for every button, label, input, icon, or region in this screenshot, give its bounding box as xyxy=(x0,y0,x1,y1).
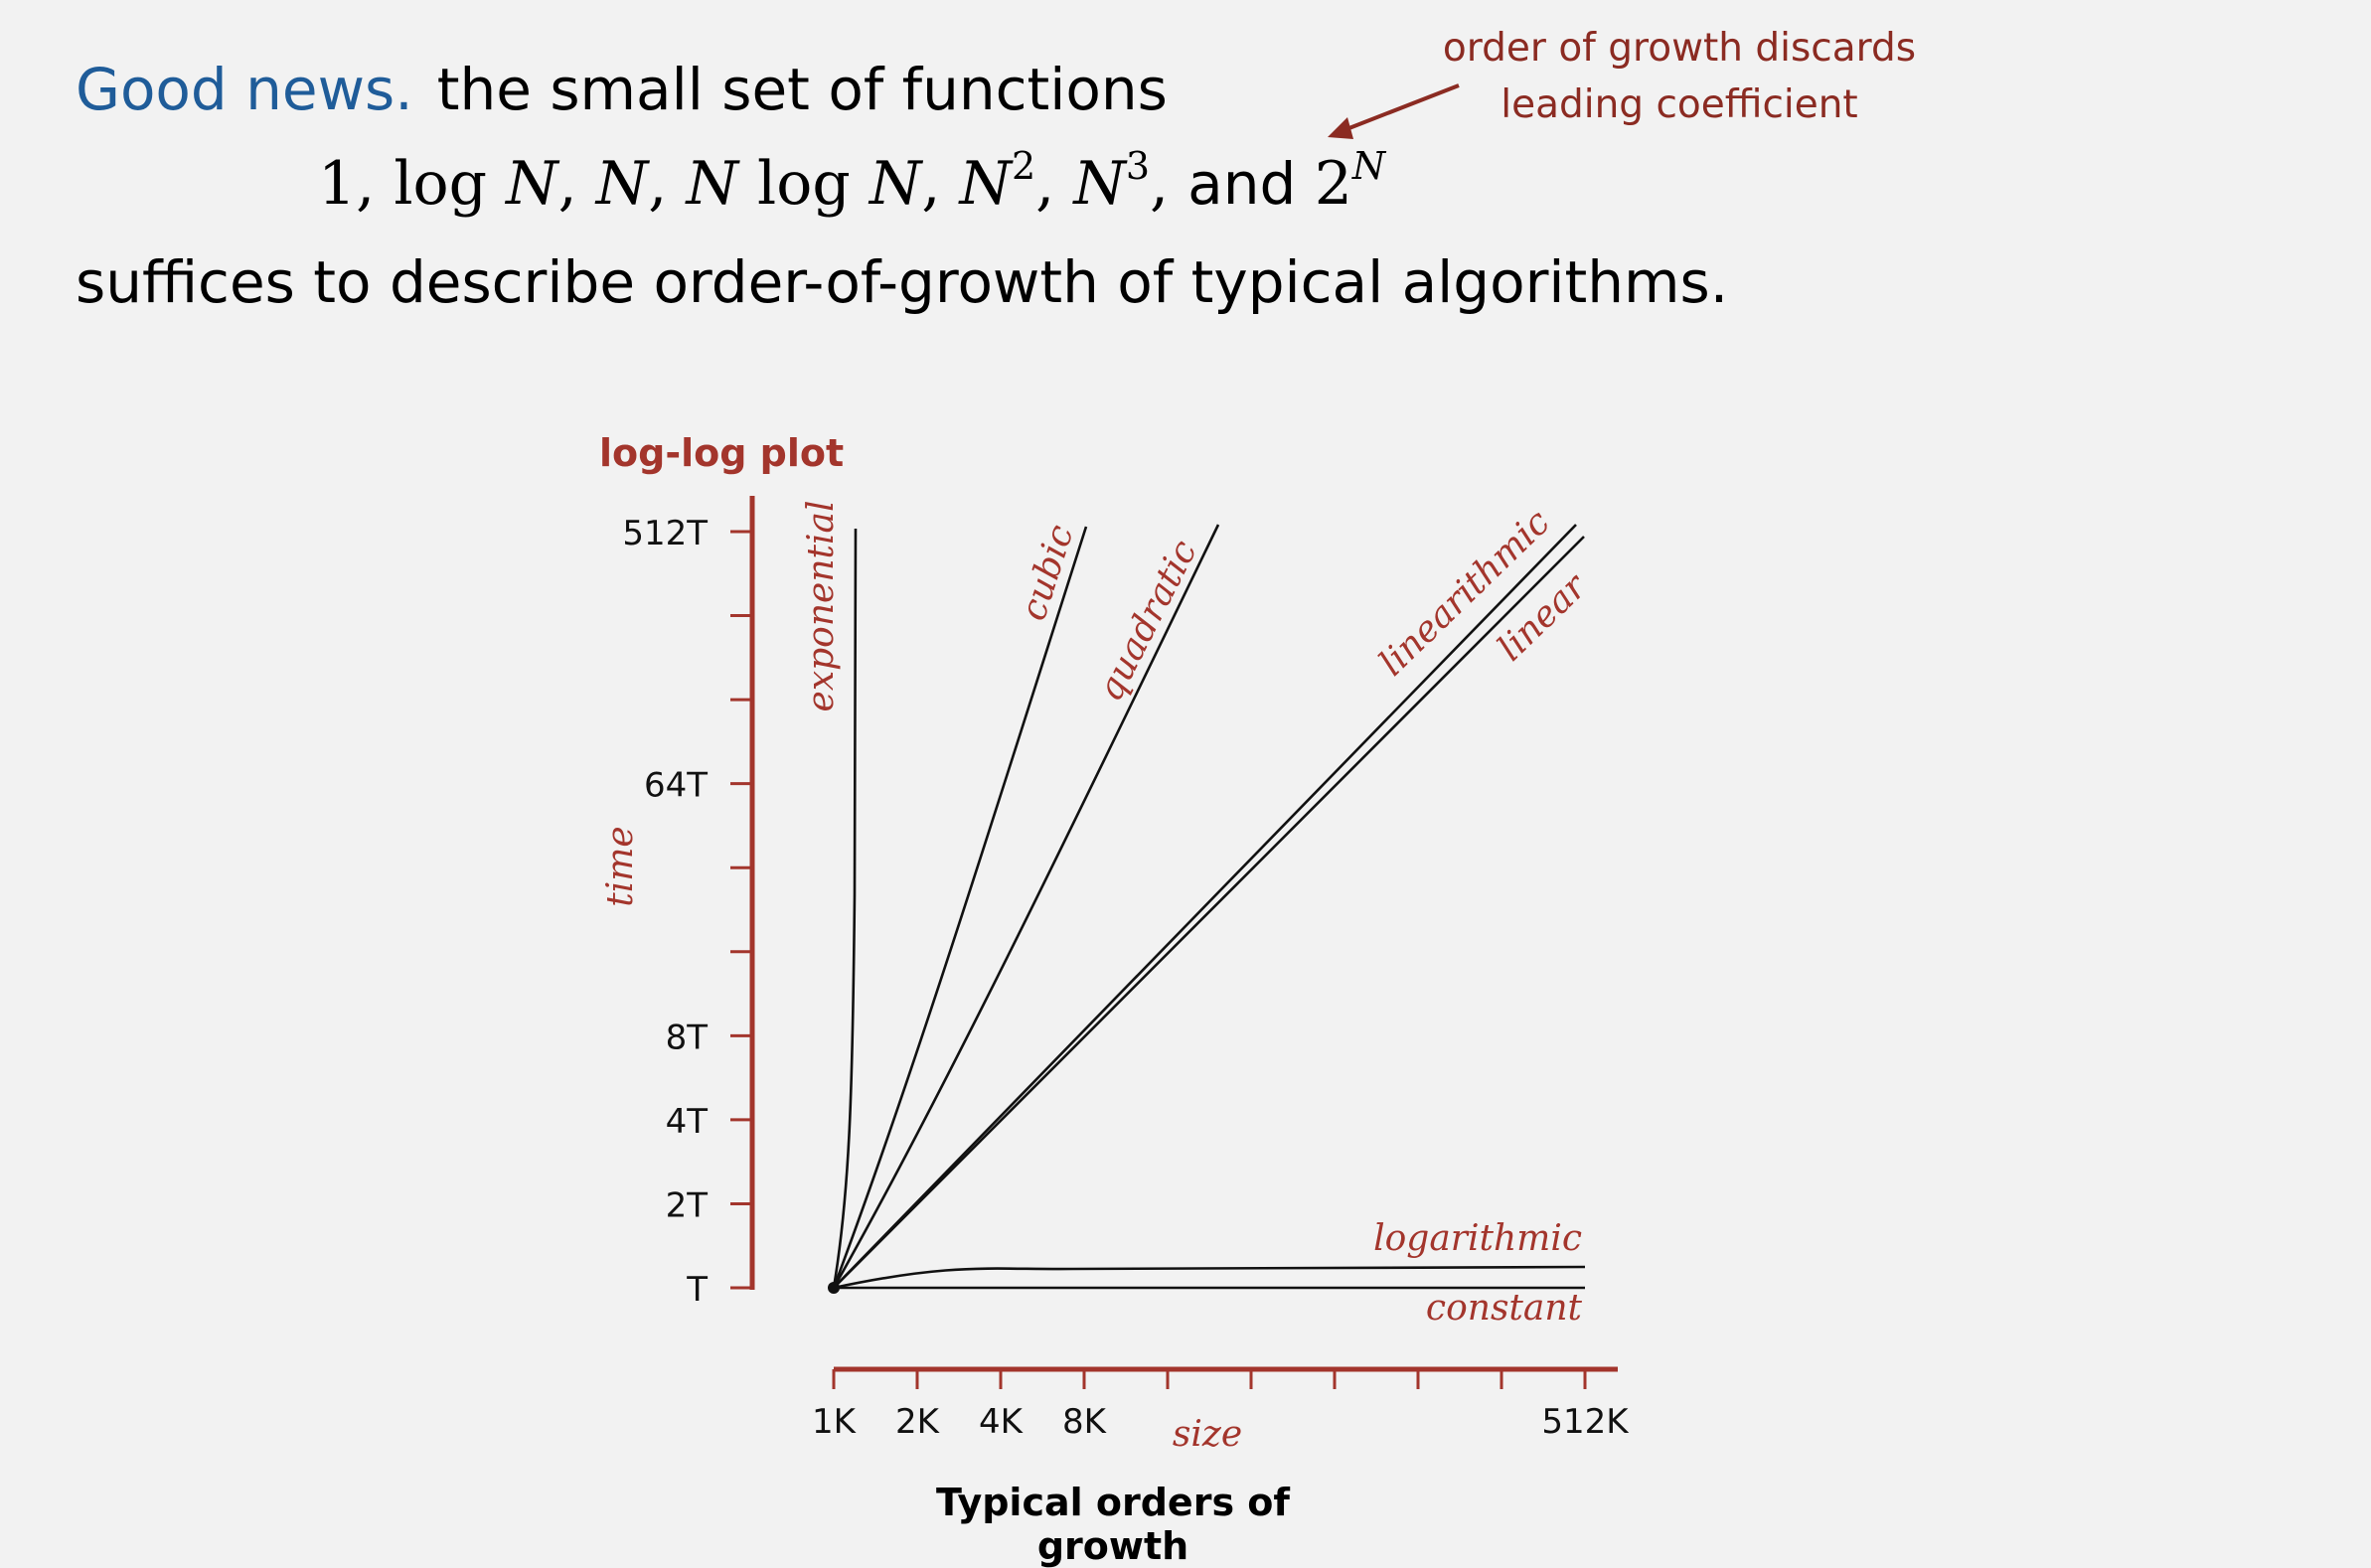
y-tick-label: T xyxy=(686,1270,708,1310)
function-list: 1, log N, N, N log N, N2, N3, and 2N xyxy=(318,147,1385,219)
series-lines xyxy=(828,524,1586,1294)
origin-point xyxy=(828,1282,840,1294)
headline: Good news. the small set of functions xyxy=(76,56,1168,123)
series-line-linear xyxy=(833,536,1585,1289)
fn-sep: , xyxy=(1035,149,1074,219)
fn-nlogn-n1: N xyxy=(686,149,738,219)
annotation-line-2: leading coefficient xyxy=(1501,82,1858,127)
fn-nlogn-log: log xyxy=(737,149,869,219)
annotation-arrow xyxy=(1341,83,1460,133)
y-tick-label: 2T xyxy=(666,1185,709,1225)
annotation-line-1: order of growth discards xyxy=(1442,26,1917,71)
y-tick-label: 4T xyxy=(666,1102,709,1142)
fn-sep: , xyxy=(648,149,687,219)
series-line-cubic xyxy=(832,526,1088,1289)
series-label-exponential: exponential xyxy=(801,501,842,712)
fn-exp-base: 2 xyxy=(1314,149,1352,219)
x-tick-label: 512K xyxy=(1541,1402,1630,1442)
series-line-linearithmic xyxy=(833,524,1577,1289)
x-tick-label: 4K xyxy=(979,1402,1025,1442)
chart-caption: Typical orders of growth xyxy=(936,1481,1290,1568)
fn-cubic-exp: 3 xyxy=(1125,144,1150,188)
summary-line: suffices to describe order-of-growth of … xyxy=(76,248,1729,316)
chart-title: log-log plot xyxy=(599,431,845,475)
series-line-exponential xyxy=(832,528,858,1289)
axes: T 2T 4T 8T 64T 512T time 1K 2K 4K 8K 512K size xyxy=(600,496,1630,1455)
fn-cubic-n: N xyxy=(1073,149,1126,219)
series-line-quadratic xyxy=(832,524,1220,1289)
fn-sep: , xyxy=(1150,149,1188,219)
fn-sep: , xyxy=(557,149,596,219)
headline-text: the small set of functions xyxy=(436,56,1168,123)
fn-quad-n: N xyxy=(959,149,1012,219)
series-label-constant: constant xyxy=(1426,1288,1583,1329)
y-tick-label: 512T xyxy=(622,514,708,553)
good-news-label: Good news. xyxy=(76,56,413,123)
fn-quad-exp: 2 xyxy=(1011,144,1036,188)
annotation-arrow-head xyxy=(1328,117,1353,139)
x-axis-label: size xyxy=(1173,1414,1242,1455)
x-tick-label: 1K xyxy=(812,1402,858,1442)
fn-log-n: N xyxy=(506,149,558,219)
x-tick-label: 8K xyxy=(1062,1402,1108,1442)
annotation-note: order of growth discards leading coeffic… xyxy=(1361,20,1997,133)
series-label-logarithmic: logarithmic xyxy=(1373,1218,1582,1259)
fn-linear-n: N xyxy=(595,149,649,219)
y-axis-label: time xyxy=(600,826,641,906)
fn-nlogn-n2: N xyxy=(869,149,922,219)
y-tick-label: 64T xyxy=(644,766,708,806)
fn-log-text: log xyxy=(394,149,507,219)
series-line-logarithmic xyxy=(833,1265,1586,1290)
fn-exp-n: N xyxy=(1351,144,1386,188)
series-label-quadratic: quadratic xyxy=(1090,534,1205,707)
x-tick-label: 2K xyxy=(895,1402,941,1442)
fn-constant: 1, xyxy=(318,149,395,219)
fn-sep: , xyxy=(921,149,960,219)
y-tick-label: 8T xyxy=(666,1018,709,1057)
fn-and: and xyxy=(1187,150,1315,218)
